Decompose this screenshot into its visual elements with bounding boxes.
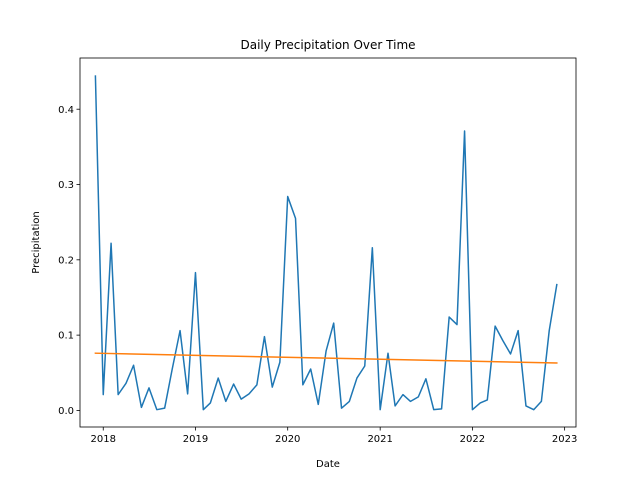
series-line-1 [94,75,558,411]
x-tick-label: 2020 [275,434,300,445]
y-tick-label: 0.3 [58,180,74,191]
x-tick-label: 2019 [183,434,208,445]
plot-frame [79,57,577,428]
series-line-2 [94,352,558,364]
y-tick-label: 0.1 [58,331,74,342]
y-axis-label: Precipitation [31,211,42,274]
y-tick-label: 0.0 [58,406,74,417]
y-tick-label: 0.2 [58,255,74,266]
x-tick-label: 2022 [460,434,485,445]
x-axis: 2018 2019 2020 2021 2022 2023 [91,427,577,445]
chart-title: Daily Precipitation Over Time [240,38,415,52]
x-tick-label: 2018 [91,434,116,445]
x-axis-label: Date [316,459,340,470]
chart-marks [94,75,558,411]
y-tick-label: 0.4 [58,105,74,116]
x-tick-label: 2021 [367,434,392,445]
x-tick-label: 2023 [552,434,577,445]
y-axis: 0.0 0.1 0.2 0.3 0.4 [58,105,80,417]
